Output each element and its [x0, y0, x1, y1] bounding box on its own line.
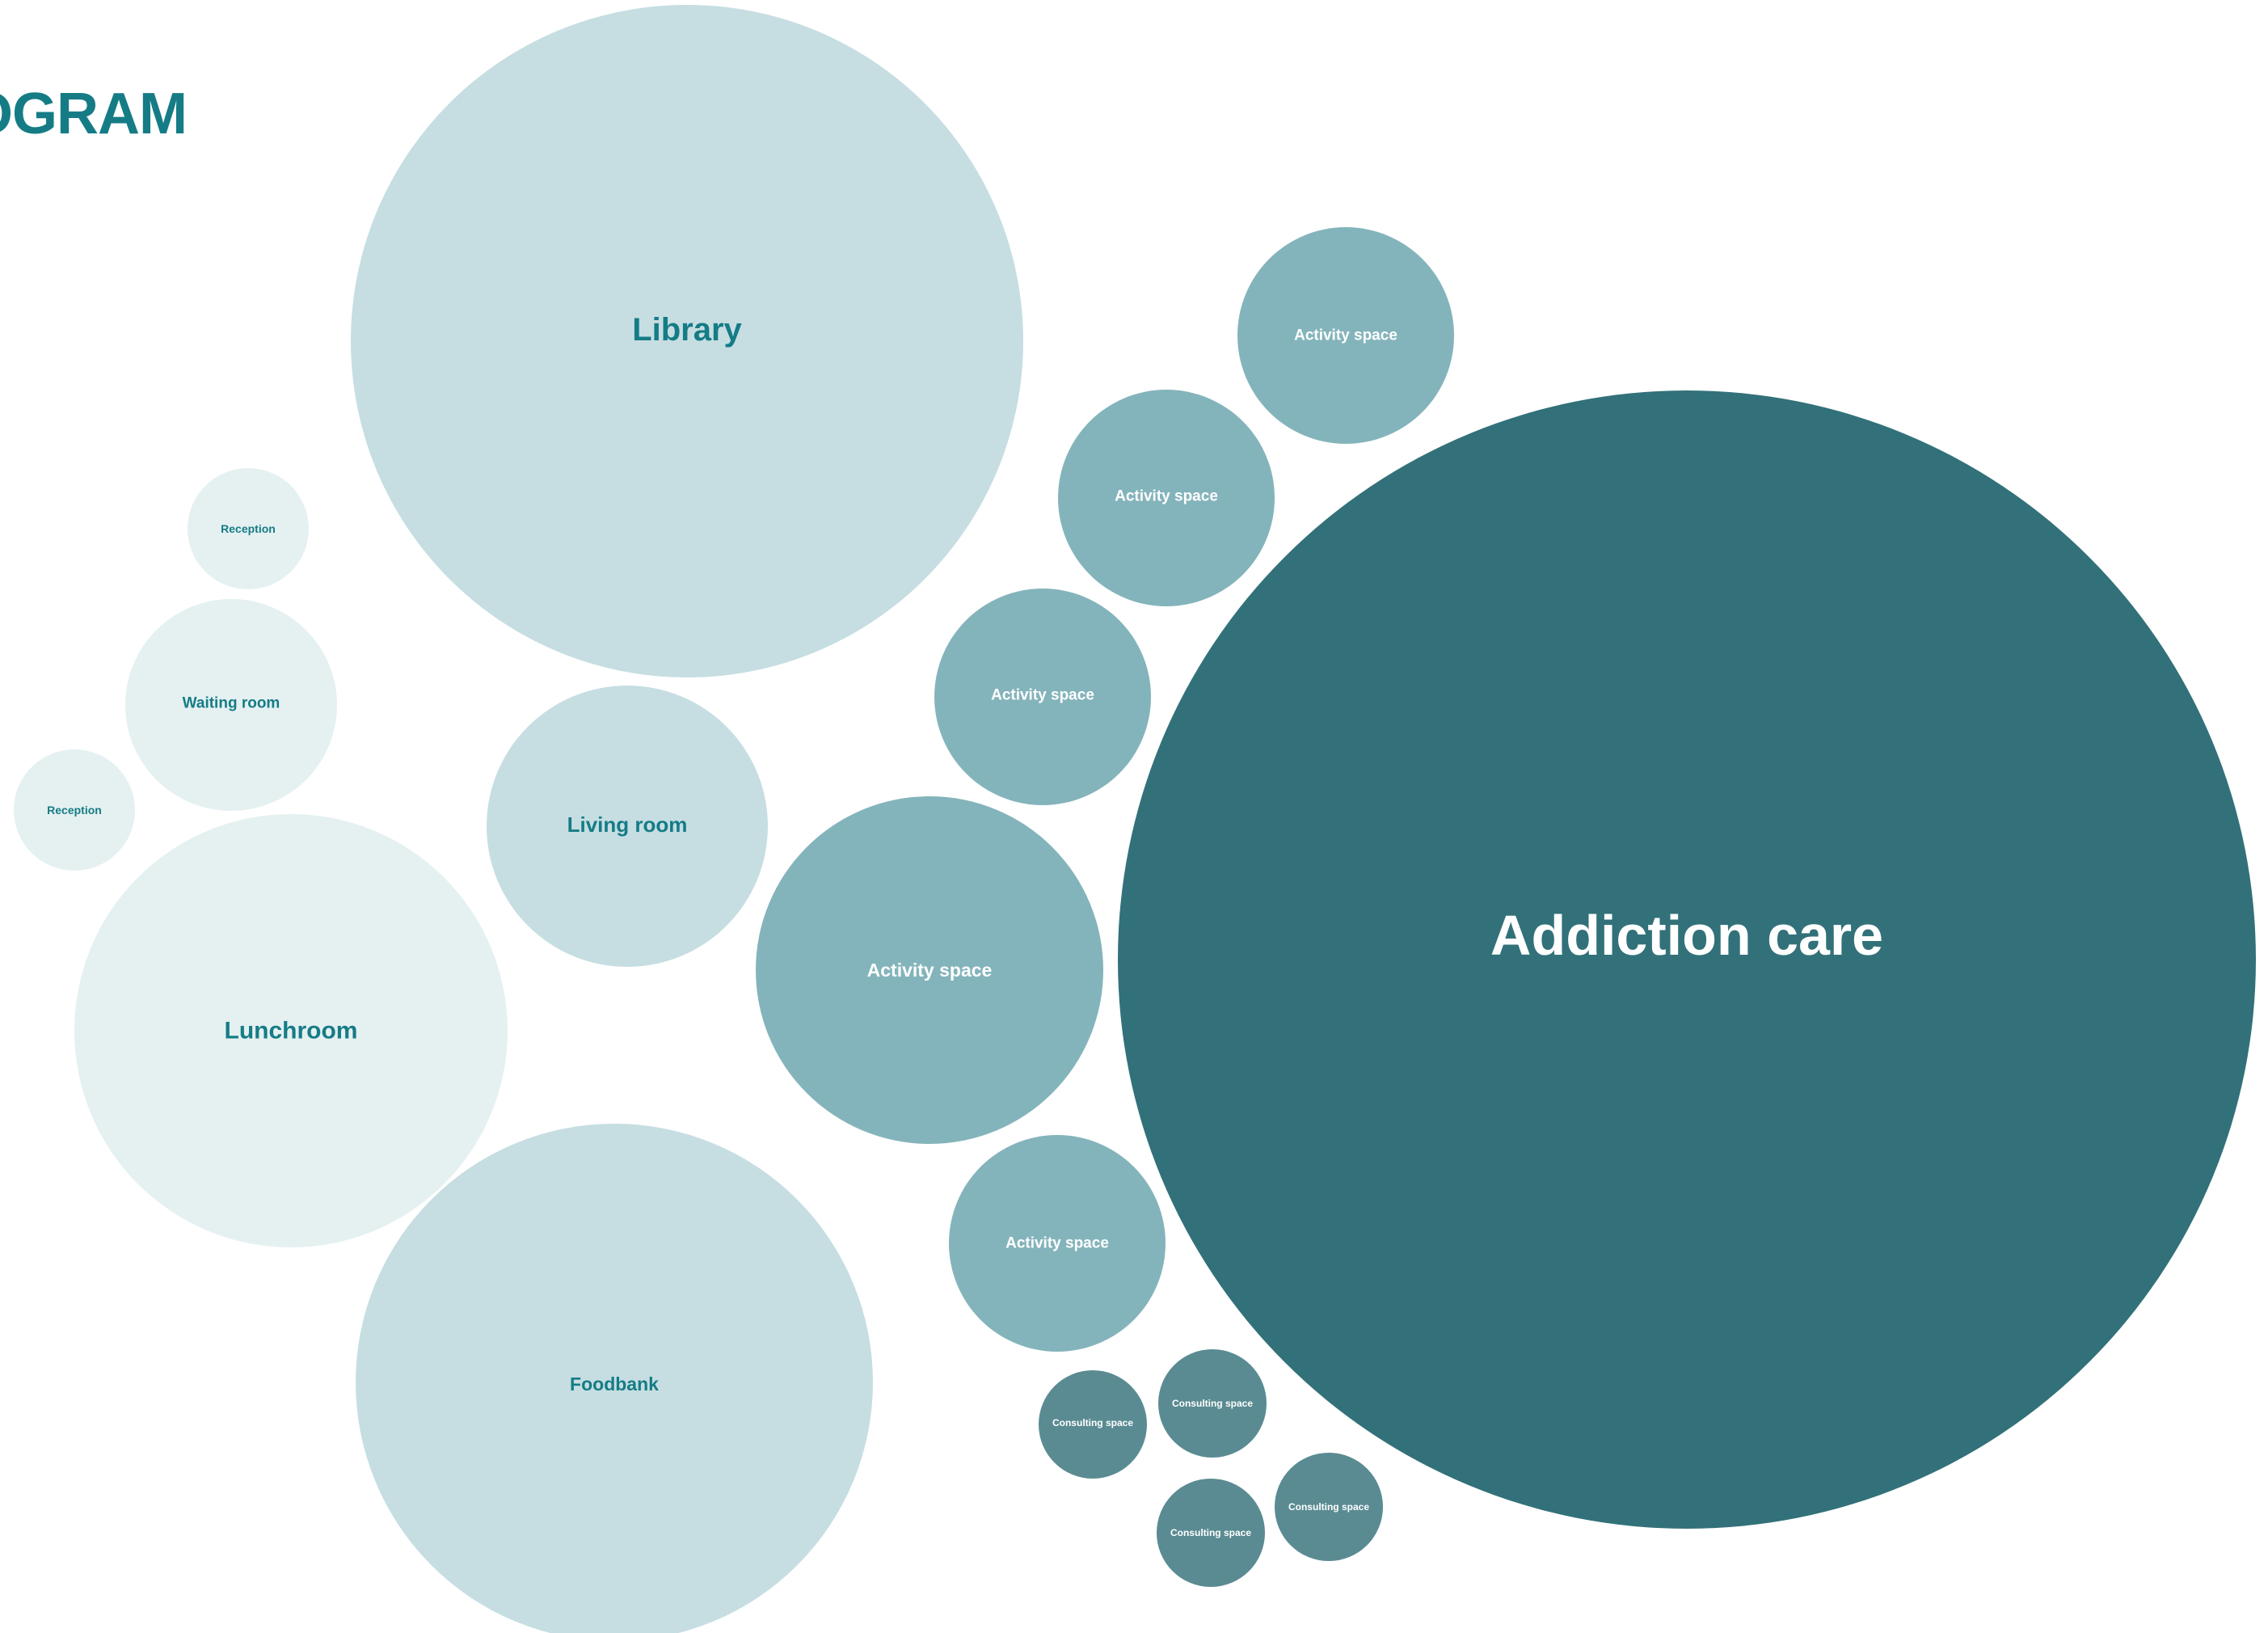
bubble-circle-activity-3 [934, 589, 1151, 805]
bubble-label-activity-3: Activity space [991, 687, 1094, 704]
bubble-circle-library [351, 5, 1023, 677]
bubble-reception-2: Reception [14, 749, 135, 871]
bubble-circle-waiting-room [125, 599, 337, 811]
bubble-activity-5: Activity space [949, 1135, 1166, 1352]
bubble-label-consulting-1: Consulting space [1052, 1417, 1133, 1428]
bubble-label-addiction-care: Addiction care [1490, 904, 1883, 967]
bubble-label-library: Library [632, 312, 742, 348]
bubble-consulting-3: Consulting space [1157, 1479, 1265, 1587]
bubble-activity-4: Activity space [756, 796, 1103, 1144]
bubble-consulting-1: Consulting space [1039, 1370, 1147, 1479]
bubble-circle-activity-2 [1058, 390, 1275, 606]
bubble-circle-lunchroom [74, 814, 508, 1247]
bubble-library: Library [351, 5, 1023, 677]
bubble-label-consulting-3: Consulting space [1170, 1527, 1251, 1538]
bubble-circle-activity-1 [1237, 227, 1454, 444]
bubble-label-activity-2: Activity space [1115, 488, 1218, 505]
bubble-label-waiting-room: Waiting room [183, 695, 280, 712]
bubble-label-reception-1: Reception [221, 522, 276, 535]
bubble-living-room: Living room [487, 686, 768, 967]
bubble-label-consulting-2: Consulting space [1172, 1398, 1253, 1409]
bubble-waiting-room: Waiting room [125, 599, 337, 811]
bubble-activity-3: Activity space [934, 589, 1151, 805]
bubble-label-lunchroom: Lunchroom [225, 1018, 358, 1044]
bubble-circle-activity-5 [949, 1135, 1166, 1352]
bubble-circle-consulting-4 [1275, 1453, 1383, 1561]
bubble-circle-foodbank [356, 1124, 873, 1633]
bubble-label-foodbank: Foodbank [570, 1373, 659, 1395]
bubble-reception-1: Reception [188, 468, 309, 589]
bubble-consulting-2: Consulting space [1158, 1349, 1267, 1458]
bubble-label-activity-5: Activity space [1005, 1235, 1109, 1252]
bubble-activity-1: Activity space [1237, 227, 1454, 444]
bubble-label-reception-2: Reception [47, 804, 102, 816]
bubble-foodbank: Foodbank [356, 1124, 873, 1633]
bubble-circle-activity-4 [756, 796, 1103, 1144]
bubble-circle-addiction-care [1118, 390, 2256, 1529]
bubble-label-consulting-4: Consulting space [1288, 1501, 1369, 1513]
bubble-activity-2: Activity space [1058, 390, 1275, 606]
bubble-circle-consulting-3 [1157, 1479, 1265, 1587]
bubble-consulting-4: Consulting space [1275, 1453, 1383, 1561]
bubble-circle-consulting-1 [1039, 1370, 1147, 1479]
page-title: OGRAM [0, 82, 188, 146]
bubble-circle-reception-1 [188, 468, 309, 589]
bubble-addiction-care: Addiction care [1118, 390, 2256, 1529]
bubble-lunchroom: Lunchroom [74, 814, 508, 1247]
bubble-circle-reception-2 [14, 749, 135, 871]
bubble-label-living-room: Living room [567, 812, 688, 837]
bubble-circle-consulting-2 [1158, 1349, 1267, 1458]
bubble-label-activity-4: Activity space [867, 960, 993, 981]
bubble-circle-living-room [487, 686, 768, 967]
bubble-label-activity-1: Activity space [1294, 327, 1397, 344]
